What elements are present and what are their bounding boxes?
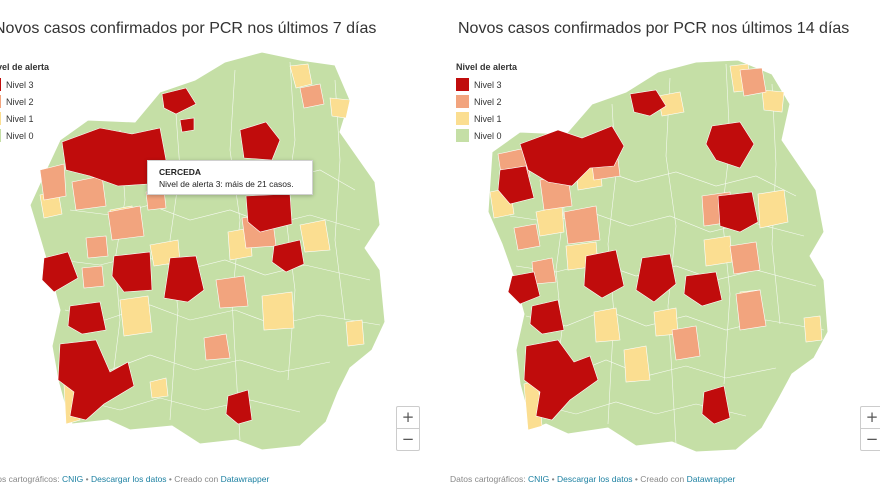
legend-swatch	[0, 129, 1, 142]
legend-swatch	[0, 112, 1, 125]
zoom-controls: + −	[860, 406, 880, 451]
nivel-3-municipalities	[497, 89, 759, 425]
zoom-out-button[interactable]: −	[861, 428, 880, 450]
footer-separator: •	[551, 474, 555, 484]
tooltip-title: CERCEDA	[159, 167, 202, 177]
legend-label: Nivel 2	[474, 96, 502, 107]
choropleth-map-14-days[interactable]	[440, 0, 880, 495]
footer-created: Creado con	[174, 474, 219, 484]
legend-label: Nivel 3	[6, 79, 34, 90]
legend-label: Nivel 3	[474, 79, 502, 90]
legend-item-nivel-0: Nivel 0	[0, 127, 49, 144]
legend-label: Nivel 0	[474, 130, 502, 141]
legend-item-nivel-3: Nivel 3	[0, 76, 49, 93]
tooltip-text: Nivel de alerta 3: máis de 21 casos.	[159, 179, 294, 189]
legend-swatch	[456, 112, 469, 125]
legend-label: Nivel 1	[474, 113, 502, 124]
map-title-7-days: Novos casos confirmados por PCR nos últi…	[0, 20, 377, 37]
map-footer: Datos cartográficos: CNIG • Descargar lo…	[450, 474, 735, 484]
choropleth-map-7-days[interactable]	[0, 0, 440, 495]
legend-label: Nivel 2	[6, 96, 34, 107]
zoom-out-button[interactable]: −	[397, 428, 419, 450]
legend-swatch	[456, 129, 469, 142]
legend-item-nivel-1: Nivel 1	[456, 110, 517, 127]
map-title-14-days: Novos casos confirmados por PCR nos últi…	[458, 20, 850, 37]
legend-item-nivel-2: Nivel 2	[0, 93, 49, 110]
legend-item-nivel-0: Nivel 0	[456, 127, 517, 144]
legend-title: Nivel de alerta	[0, 62, 50, 72]
footer-created: Creado con	[640, 474, 685, 484]
zoom-in-button[interactable]: +	[865, 408, 879, 426]
download-data-link[interactable]: Descargar los datos	[556, 474, 633, 484]
datawrapper-link[interactable]: Datawrapper	[686, 474, 736, 484]
footer-separator: •	[634, 474, 638, 484]
footer-separator: •	[168, 474, 172, 484]
footer-prefix: Datos cartográficos:	[450, 474, 526, 484]
cnig-link[interactable]: CNIG	[527, 474, 550, 484]
datawrapper-link[interactable]: Datawrapper	[220, 474, 270, 484]
legend-title: Nivel de alerta	[456, 62, 518, 72]
map-footer: Datos cartográficos: CNIG • Descargar lo…	[0, 474, 269, 484]
alert-level-legend: Nivel de alerta Nivel 3 Nivel 2 Nivel 1 …	[456, 62, 517, 144]
zoom-controls: + −	[396, 406, 420, 451]
download-data-link[interactable]: Descargar los datos	[90, 474, 167, 484]
footer-prefix: Datos cartográficos:	[0, 474, 60, 484]
legend-label: Nivel 1	[6, 113, 34, 124]
cnig-link[interactable]: CNIG	[61, 474, 84, 484]
alert-level-legend: Nivel de alerta Nivel 3 Nivel 2 Nivel 1 …	[0, 62, 49, 144]
legend-item-nivel-1: Nivel 1	[0, 110, 49, 127]
map-panel-7-days: Novos casos confirmados por PCR nos últi…	[0, 0, 440, 495]
municipality-tooltip: CERCEDA Nivel de alerta 3: máis de 21 ca…	[147, 160, 313, 195]
legend-swatch	[0, 95, 1, 108]
footer-separator: •	[85, 474, 89, 484]
legend-label: Nivel 0	[6, 130, 34, 141]
legend-swatch	[456, 78, 469, 91]
legend-item-nivel-2: Nivel 2	[456, 93, 517, 110]
legend-swatch	[456, 95, 469, 108]
legend-swatch	[0, 78, 1, 91]
zoom-in-button[interactable]: +	[401, 408, 415, 426]
map-panel-14-days: Novos casos confirmados por PCR nos últi…	[440, 0, 880, 495]
legend-item-nivel-3: Nivel 3	[456, 76, 517, 93]
